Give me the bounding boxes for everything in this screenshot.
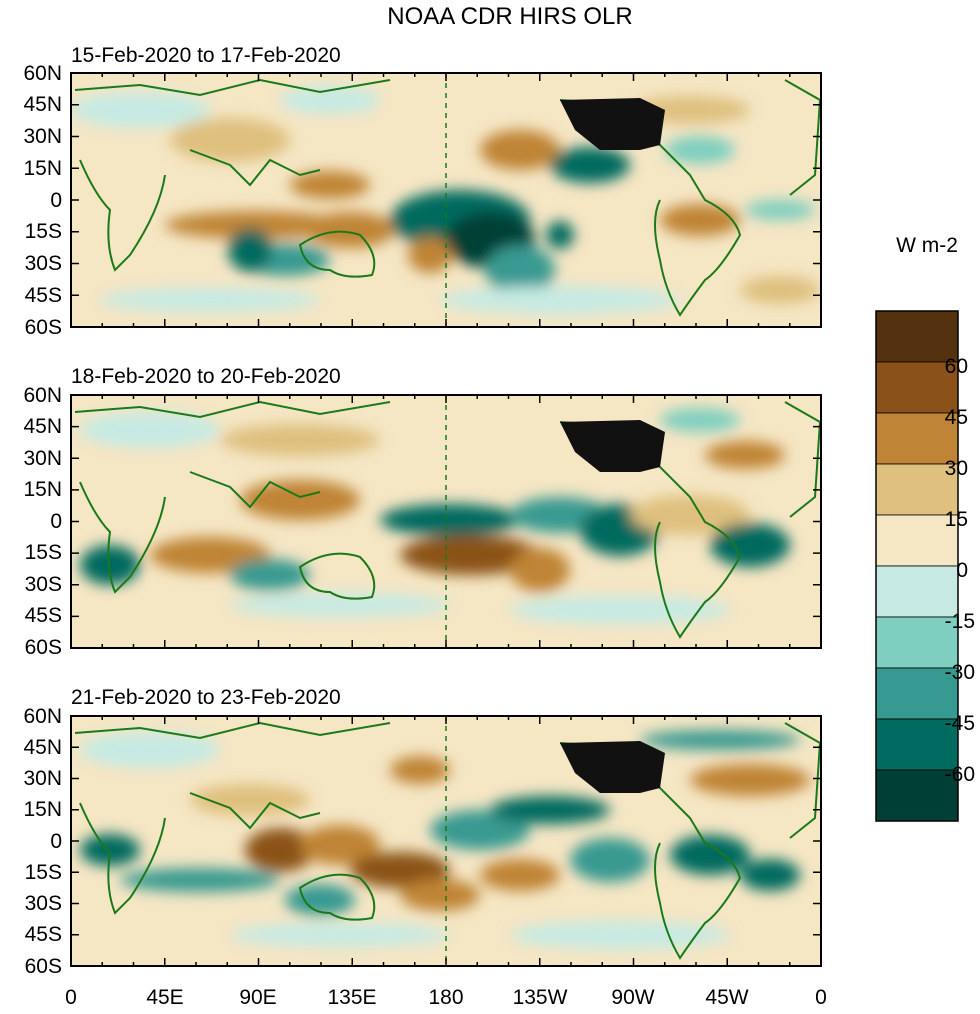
xtick-90e: 90E	[239, 986, 276, 1009]
panel-3-ytick-0: 0	[50, 830, 62, 853]
panel-2-us-fill	[560, 420, 665, 472]
panel-3-olr-field	[80, 730, 810, 949]
panel-1-us-fill	[560, 98, 665, 150]
panel-3-ytick-45s: 45S	[25, 923, 62, 946]
colorbar-bands	[875, 310, 959, 822]
panel-2-ytick-15s: 15S	[25, 541, 62, 564]
panel-1-yticks: 60N 45N 30N 15N 0 15S 30S 45S 60S	[23, 62, 62, 339]
panel-1-ytick-60s: 60S	[25, 316, 62, 339]
panel-3-yticks: 60N 45N 30N 15N 0 15S 30S 45S 60S	[23, 705, 62, 978]
panel-1-ytick-30s: 30S	[25, 252, 62, 275]
panel-1-ytick-45s: 45S	[25, 284, 62, 307]
panel-1: 15-Feb-2020 to 17-Feb-2020	[23, 44, 822, 339]
panel-1-map	[71, 73, 821, 327]
panel-2: 18-Feb-2020 to 20-Feb-2020	[23, 365, 822, 659]
panel-1-subtitle: 15-Feb-2020 to 17-Feb-2020	[71, 44, 341, 67]
colorbar-label-45: 45	[945, 406, 968, 429]
panel-3-ytick-15n: 15N	[23, 798, 62, 821]
panel-3-map	[71, 716, 821, 966]
colorbar-frame	[875, 310, 959, 822]
panel-2-ytick-60n: 60N	[23, 384, 62, 407]
panel-3-ytick-30n: 30N	[23, 767, 62, 790]
colorbar-label-15: 15	[945, 508, 968, 531]
colorbar-band	[875, 616, 959, 669]
panel-3-ytick-30s: 30S	[25, 892, 62, 915]
panel-2-ytick-45n: 45N	[23, 415, 62, 438]
xtick-135w: 135W	[513, 986, 568, 1009]
panel-3-us-fill	[560, 741, 665, 793]
colorbar-units: W m-2	[896, 234, 958, 257]
xtick-0-end: 0	[815, 986, 827, 1009]
colorbar-band	[875, 769, 959, 822]
panel-2-ytick-15n: 15N	[23, 478, 62, 501]
axis-ticks	[70, 72, 822, 967]
colorbar-band	[875, 463, 959, 516]
colorbar-label-neg60: -60	[945, 763, 975, 786]
colorbar-label-0: 0	[956, 559, 968, 582]
x-axis-labels: 0 45E 90E 135E 180 135W 90W 45W 0	[65, 986, 827, 1009]
panel-3-ytick-15s: 15S	[25, 861, 62, 884]
xtick-45e: 45E	[146, 986, 183, 1009]
xtick-45w: 45W	[705, 986, 748, 1009]
panel-3-ytick-60n: 60N	[23, 705, 62, 728]
panel-2-land-outlines	[74, 400, 821, 639]
panel-2-map	[71, 395, 821, 648]
xtick-0: 0	[65, 986, 77, 1009]
panel-1-olr-field	[71, 86, 820, 314]
colorbar-label-neg15: -15	[945, 610, 975, 633]
panel-1-ytick-15s: 15S	[25, 220, 62, 243]
xtick-135e: 135E	[327, 986, 376, 1009]
panel-2-yticks: 60N 45N 30N 15N 0 15S 30S 45S 60S	[23, 384, 62, 659]
figure-title: NOAA CDR HIRS OLR	[387, 3, 632, 30]
panel-1-ytick-60n: 60N	[23, 62, 62, 85]
panel-2-ytick-30n: 30N	[23, 447, 62, 470]
panel-3-land-outlines	[74, 721, 821, 960]
panel-2-ytick-45s: 45S	[25, 604, 62, 627]
panel-2-ytick-0: 0	[50, 510, 62, 533]
panel-1-ytick-15n: 15N	[23, 157, 62, 180]
colorbar-label-neg30: -30	[945, 661, 975, 684]
panel-3-subtitle: 21-Feb-2020 to 23-Feb-2020	[71, 686, 341, 709]
panel-2-olr-field	[80, 408, 790, 624]
colorbar-band	[875, 514, 959, 567]
panel-1-ytick-0: 0	[50, 189, 62, 212]
panel-1-ytick-30n: 30N	[23, 125, 62, 148]
panel-1-land-outlines	[74, 78, 821, 317]
colorbar-band	[875, 361, 959, 414]
panel-2-ytick-30s: 30S	[25, 573, 62, 596]
panel-2-ytick-60s: 60S	[25, 636, 62, 659]
xtick-90w: 90W	[611, 986, 654, 1009]
colorbar: W m-2 60 45 30 15 0 -15 -30 -45 -60	[875, 234, 975, 822]
panel-3-ytick-60s: 60S	[25, 955, 62, 978]
colorbar-label-neg45: -45	[945, 712, 975, 735]
colorbar-label-60: 60	[945, 355, 968, 378]
panel-3: 21-Feb-2020 to 23-Feb-2020	[23, 686, 822, 978]
panel-1-ytick-45n: 45N	[23, 93, 62, 116]
panel-2-subtitle: 18-Feb-2020 to 20-Feb-2020	[71, 365, 341, 388]
xtick-180: 180	[428, 986, 463, 1009]
colorbar-label-30: 30	[945, 457, 968, 480]
panel-3-ytick-45n: 45N	[23, 736, 62, 759]
